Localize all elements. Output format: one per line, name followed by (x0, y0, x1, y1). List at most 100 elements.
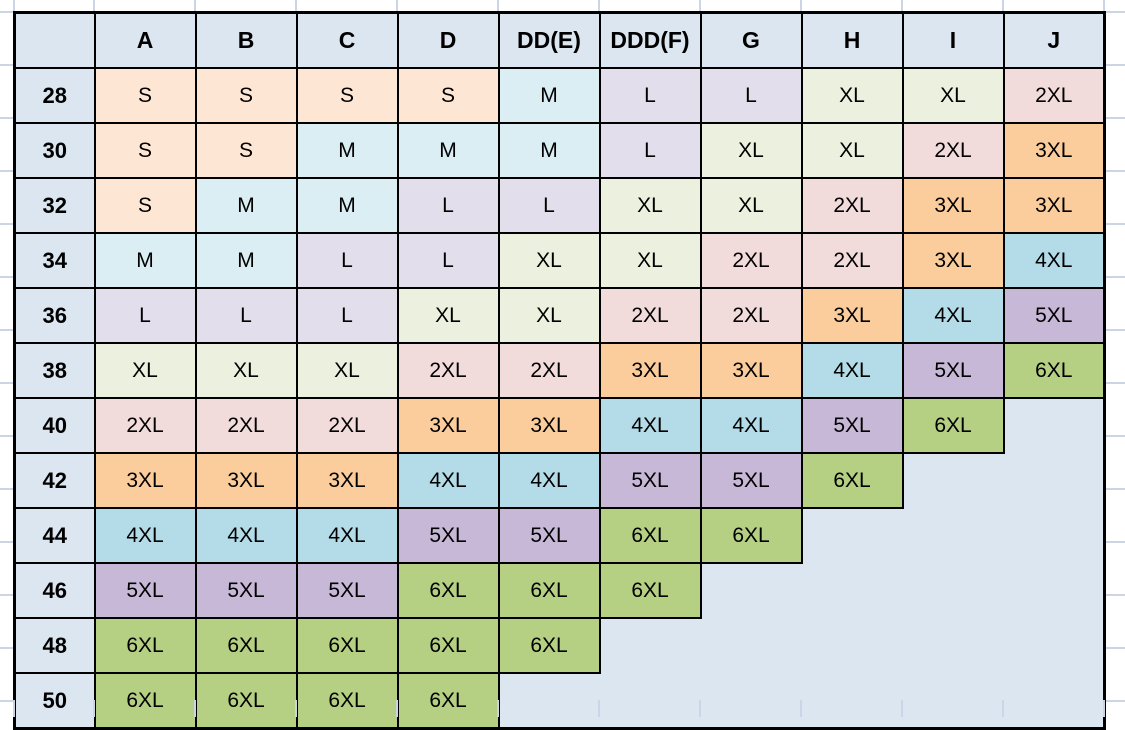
size-cell-30-J[interactable]: 3XL (1002, 122, 1106, 179)
size-cell-38-B[interactable]: XL (194, 342, 298, 399)
band-label-50[interactable]: 50 (13, 672, 96, 730)
size-cell-48-B[interactable]: 6XL (194, 617, 298, 674)
size-cell-38-J[interactable]: 6XL (1002, 342, 1106, 399)
size-cell-28-DD(E)[interactable]: M (497, 67, 601, 124)
size-cell-50-B[interactable]: 6XL (194, 672, 298, 730)
size-cell-30-DD(E)[interactable]: M (497, 122, 601, 179)
size-cell-28-B[interactable]: S (194, 67, 298, 124)
empty-cell-46-I[interactable] (902, 563, 1004, 618)
size-cell-42-G[interactable]: 5XL (699, 452, 803, 509)
empty-cell-50-H[interactable] (801, 673, 903, 729)
size-cell-32-DDD(F)[interactable]: XL (598, 177, 702, 234)
size-cell-36-D[interactable]: XL (396, 287, 500, 344)
size-cell-44-B[interactable]: 4XL (194, 507, 298, 564)
size-cell-30-D[interactable]: M (396, 122, 500, 179)
size-cell-32-H[interactable]: 2XL (800, 177, 904, 234)
column-header-G[interactable]: G (699, 11, 803, 69)
size-cell-46-A[interactable]: 5XL (93, 562, 197, 619)
size-cell-38-G[interactable]: 3XL (699, 342, 803, 399)
size-cell-46-DD(E)[interactable]: 6XL (497, 562, 601, 619)
column-header-J[interactable]: J (1002, 11, 1106, 69)
size-cell-50-C[interactable]: 6XL (295, 672, 399, 730)
size-cell-36-DD(E)[interactable]: XL (497, 287, 601, 344)
size-cell-28-D[interactable]: S (396, 67, 500, 124)
size-cell-38-D[interactable]: 2XL (396, 342, 500, 399)
empty-cell-50-DDD(F)[interactable] (599, 673, 701, 729)
size-cell-48-DD(E)[interactable]: 6XL (497, 617, 601, 674)
column-header-DD(E)[interactable]: DD(E) (497, 11, 601, 69)
band-label-34[interactable]: 34 (13, 232, 96, 289)
size-cell-38-DD(E)[interactable]: 2XL (497, 342, 601, 399)
size-cell-40-D[interactable]: 3XL (396, 397, 500, 454)
empty-cell-44-I[interactable] (902, 508, 1004, 563)
size-cell-32-C[interactable]: M (295, 177, 399, 234)
size-cell-38-DDD(F)[interactable]: 3XL (598, 342, 702, 399)
empty-cell-44-J[interactable] (1003, 508, 1105, 563)
size-cell-48-C[interactable]: 6XL (295, 617, 399, 674)
column-header-I[interactable]: I (901, 11, 1005, 69)
empty-cell-50-G[interactable] (700, 673, 802, 729)
size-cell-34-G[interactable]: 2XL (699, 232, 803, 289)
empty-cell-48-H[interactable] (801, 618, 903, 673)
band-label-36[interactable]: 36 (13, 287, 96, 344)
size-cell-28-H[interactable]: XL (800, 67, 904, 124)
size-cell-28-I[interactable]: XL (901, 67, 1005, 124)
size-cell-32-B[interactable]: M (194, 177, 298, 234)
empty-cell-48-I[interactable] (902, 618, 1004, 673)
empty-cell-48-DDD(F)[interactable] (599, 618, 701, 673)
empty-cell-46-J[interactable] (1003, 563, 1105, 618)
size-cell-32-G[interactable]: XL (699, 177, 803, 234)
size-cell-34-B[interactable]: M (194, 232, 298, 289)
size-cell-38-H[interactable]: 4XL (800, 342, 904, 399)
size-cell-48-D[interactable]: 6XL (396, 617, 500, 674)
size-cell-36-DDD(F)[interactable]: 2XL (598, 287, 702, 344)
size-cell-36-J[interactable]: 5XL (1002, 287, 1106, 344)
size-cell-50-A[interactable]: 6XL (93, 672, 197, 730)
size-cell-36-G[interactable]: 2XL (699, 287, 803, 344)
size-cell-50-D[interactable]: 6XL (396, 672, 500, 730)
column-header-A[interactable]: A (93, 11, 197, 69)
band-label-28[interactable]: 28 (13, 67, 96, 124)
band-label-32[interactable]: 32 (13, 177, 96, 234)
size-cell-40-DDD(F)[interactable]: 4XL (598, 397, 702, 454)
size-cell-42-DD(E)[interactable]: 4XL (497, 452, 601, 509)
size-cell-44-G[interactable]: 6XL (699, 507, 803, 564)
empty-cell-50-I[interactable] (902, 673, 1004, 729)
size-cell-30-H[interactable]: XL (800, 122, 904, 179)
size-cell-44-A[interactable]: 4XL (93, 507, 197, 564)
size-cell-42-A[interactable]: 3XL (93, 452, 197, 509)
size-cell-40-I[interactable]: 6XL (901, 397, 1005, 454)
band-label-44[interactable]: 44 (13, 507, 96, 564)
size-cell-40-G[interactable]: 4XL (699, 397, 803, 454)
size-cell-48-A[interactable]: 6XL (93, 617, 197, 674)
empty-cell-50-DD(E)[interactable] (498, 673, 600, 729)
size-cell-36-A[interactable]: L (93, 287, 197, 344)
size-cell-40-H[interactable]: 5XL (800, 397, 904, 454)
size-cell-44-D[interactable]: 5XL (396, 507, 500, 564)
size-cell-34-I[interactable]: 3XL (901, 232, 1005, 289)
size-cell-42-B[interactable]: 3XL (194, 452, 298, 509)
size-cell-38-I[interactable]: 5XL (901, 342, 1005, 399)
empty-cell-42-J[interactable] (1003, 453, 1105, 508)
column-header-B[interactable]: B (194, 11, 298, 69)
size-cell-36-C[interactable]: L (295, 287, 399, 344)
size-cell-40-C[interactable]: 2XL (295, 397, 399, 454)
corner-cell[interactable] (13, 11, 96, 69)
column-header-D[interactable]: D (396, 11, 500, 69)
size-cell-42-DDD(F)[interactable]: 5XL (598, 452, 702, 509)
size-cell-30-C[interactable]: M (295, 122, 399, 179)
size-cell-38-C[interactable]: XL (295, 342, 399, 399)
size-cell-42-C[interactable]: 3XL (295, 452, 399, 509)
size-cell-28-A[interactable]: S (93, 67, 197, 124)
size-cell-32-D[interactable]: L (396, 177, 500, 234)
size-cell-30-B[interactable]: S (194, 122, 298, 179)
size-cell-44-DDD(F)[interactable]: 6XL (598, 507, 702, 564)
size-cell-32-I[interactable]: 3XL (901, 177, 1005, 234)
size-cell-44-DD(E)[interactable]: 5XL (497, 507, 601, 564)
size-cell-46-C[interactable]: 5XL (295, 562, 399, 619)
band-label-40[interactable]: 40 (13, 397, 96, 454)
band-label-48[interactable]: 48 (13, 617, 96, 674)
size-cell-34-DDD(F)[interactable]: XL (598, 232, 702, 289)
size-cell-32-A[interactable]: S (93, 177, 197, 234)
band-label-38[interactable]: 38 (13, 342, 96, 399)
